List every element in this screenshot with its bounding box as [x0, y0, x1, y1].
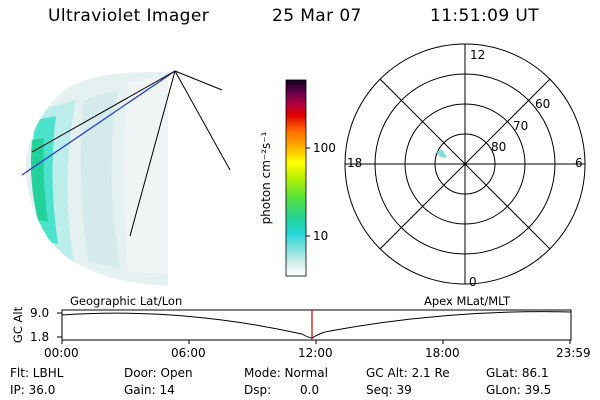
timeline-xtick-label-1800: 18:00 [425, 346, 460, 360]
status-ip: IP: 36.0 [10, 383, 56, 397]
timeline-xtick-label-2359: 23:59 [556, 346, 591, 360]
timeline-y-axis-title: GC Alt [11, 306, 25, 344]
colorbar-label-10: 10 [313, 229, 329, 243]
polar-label-mlt-6: 6 [575, 156, 583, 170]
status-mode: Mode: Normal [244, 366, 328, 380]
polar-label-lat-60: 60 [535, 97, 551, 111]
fov-right-line [174, 70, 231, 171]
polar-label-lat-70: 70 [513, 119, 529, 133]
polar-label-mlt-12: 12 [470, 48, 486, 62]
polar-label-mlt-18: 18 [347, 156, 363, 170]
timeline-ytick-label-top: 9.0 [30, 306, 50, 320]
timeline-xtick-label-1200: 12:00 [298, 346, 333, 360]
status-gain: Gain: 14 [124, 383, 175, 397]
observation-time: 11:51:09 UT [430, 6, 539, 26]
uv-earth-image [21, 70, 231, 286]
timeline-xtick-label-0600: 06:00 [171, 346, 206, 360]
colorbar-gradient [285, 79, 307, 277]
fov-top-line [174, 70, 223, 91]
status-gc-altitude: GC Alt: 2.1 Re [366, 366, 450, 380]
fov-lower-line [129, 70, 176, 237]
colorbar [285, 79, 310, 277]
timeline-xtick-label-0000: 00:00 [44, 346, 79, 360]
status-dsp-value: 0.0 [300, 383, 320, 397]
status-filter: Flt: LBHL [10, 366, 64, 380]
limb-haze [124, 76, 168, 274]
status-door: Door: Open [124, 366, 193, 380]
timeline-right-label: Apex MLat/MLT [424, 294, 511, 308]
status-sequence: Seq: 39 [366, 383, 412, 397]
colorbar-label-100: 100 [313, 141, 336, 155]
gc-altitude-curve [61, 311, 572, 339]
observation-date: 25 Mar 07 [272, 6, 362, 26]
view-direction-line [21, 70, 176, 176]
status-glon: GLon: 39.5 [486, 383, 552, 397]
polar-plot [344, 43, 586, 285]
polar-label-mlt-0: 0 [469, 275, 477, 289]
status-glat: GLat: 86.1 [486, 366, 549, 380]
polar-antidiagonal-line [379, 78, 551, 250]
timeline-plot [57, 309, 572, 344]
timeline-ytick-label-bottom: 1.8 [30, 330, 50, 344]
instrument-title: Ultraviolet Imager [48, 6, 210, 26]
colorbar-unit-label: photon cm⁻²s⁻¹ [259, 131, 273, 225]
dayside-haze [80, 90, 120, 268]
polar-aurora-blob [437, 149, 447, 158]
timeline-left-label: Geographic Lat/Lon [70, 294, 183, 308]
polar-label-lat-80: 80 [491, 140, 507, 154]
fov-edge-line [31, 70, 176, 153]
aurora-core [30, 138, 48, 222]
status-dsp-label: Dsp: [244, 383, 272, 397]
